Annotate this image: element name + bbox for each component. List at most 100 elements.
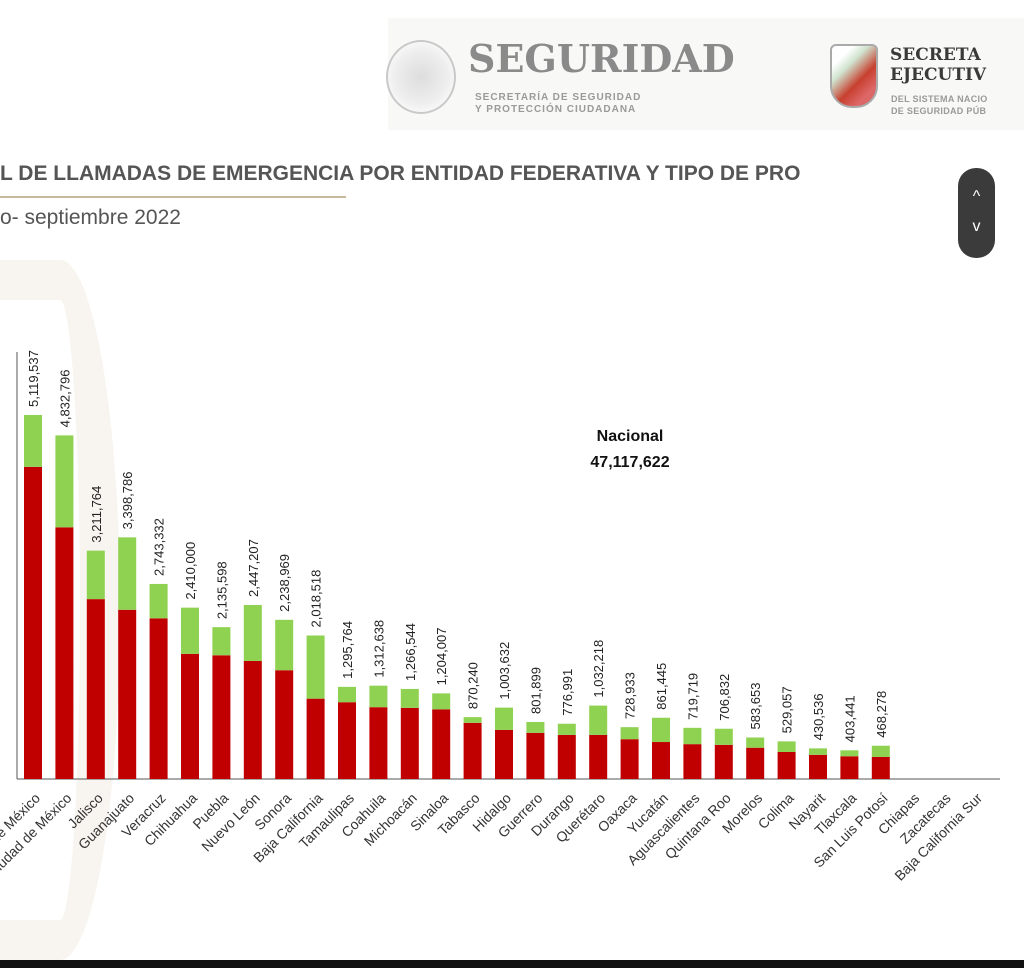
bar-segment-top xyxy=(840,750,859,757)
bar-segment-top xyxy=(495,707,513,730)
seguridad-subtitle-1: SECRETARÍA DE SEGURIDAD xyxy=(475,92,642,103)
bar-segment-top xyxy=(118,537,137,610)
bar-segment-top xyxy=(463,717,482,723)
bar-segment-top xyxy=(432,693,451,710)
bar-segment-top xyxy=(24,415,42,467)
chart-subtitle: o- septiembre 2022 xyxy=(0,206,181,229)
chart-title: L DE LLAMADAS DE EMERGENCIA POR ENTIDAD … xyxy=(0,162,801,185)
seguridad-logo-text: SEGURIDAD xyxy=(468,36,735,81)
national-seal-logo xyxy=(386,40,456,114)
bar-segment-base xyxy=(557,734,576,779)
bar-segment-base xyxy=(181,653,199,779)
bar-segment-base xyxy=(463,722,482,779)
bar-segment-top xyxy=(243,605,262,661)
value-label: 2,018,518 xyxy=(309,570,324,628)
bottom-bar xyxy=(0,960,1024,968)
bar-segment-top xyxy=(400,688,419,708)
value-label: 706,832 xyxy=(717,674,732,721)
bar-segment-top xyxy=(714,728,733,745)
bar-segment-base xyxy=(212,655,231,779)
value-label: 801,899 xyxy=(528,667,543,714)
bar-segment-top xyxy=(55,435,74,528)
value-label: 583,653 xyxy=(748,683,763,730)
bar-segment-base xyxy=(809,754,827,779)
bar-segment-base xyxy=(589,734,608,779)
bar-segment-top xyxy=(181,607,199,654)
bar-segment-base xyxy=(369,707,388,779)
value-label: 3,211,764 xyxy=(89,486,104,543)
bar-segment-base xyxy=(526,732,545,779)
bar-segment-base xyxy=(275,670,294,779)
nacional-value: 47,117,622 xyxy=(590,454,670,471)
scroll-down-button[interactable]: v xyxy=(972,218,981,235)
secretariado-title-2: EJECUTIV xyxy=(890,65,987,85)
bar-segment-top xyxy=(589,705,608,735)
bar-segment-base xyxy=(432,709,451,779)
bar-segment-top xyxy=(683,727,702,745)
value-label: 468,278 xyxy=(874,691,889,738)
bar-segment-base xyxy=(55,527,74,779)
secretariado-title-1: SECRETA xyxy=(890,45,981,65)
value-label: 861,445 xyxy=(654,663,669,710)
bar-segment-base xyxy=(400,707,419,779)
nacional-label: Nacional xyxy=(596,428,664,445)
value-label: 2,238,969 xyxy=(277,554,292,612)
bar-segment-top xyxy=(809,748,827,755)
value-label: 870,240 xyxy=(466,662,481,709)
bar-segment-top xyxy=(620,727,639,740)
bar-segment-base xyxy=(777,751,796,779)
bar-segment-top xyxy=(777,741,796,752)
bar-segment-base xyxy=(306,698,325,779)
value-label: 2,447,207 xyxy=(246,539,261,597)
bar-segment-top xyxy=(306,635,325,699)
value-label: 776,991 xyxy=(560,669,575,716)
bar-segment-base xyxy=(118,609,137,779)
bar-segment-top xyxy=(746,737,765,748)
value-label: 1,032,218 xyxy=(591,640,606,698)
bar-segment-base xyxy=(338,702,356,779)
bar-segment-top xyxy=(871,745,890,757)
bar-segment-top xyxy=(338,686,356,703)
bar-segment-top xyxy=(86,550,105,600)
value-label: 1,204,007 xyxy=(434,628,449,686)
value-label: 719,719 xyxy=(685,673,700,720)
value-label: 3,398,786 xyxy=(120,472,135,530)
bar-segment-base xyxy=(840,756,859,779)
bar-segment-base xyxy=(86,599,105,779)
value-label: 2,743,332 xyxy=(152,518,167,576)
bar-segment-top xyxy=(557,723,576,735)
value-label: 2,135,598 xyxy=(214,561,229,619)
value-label: 1,295,764 xyxy=(340,621,355,679)
logo-header xyxy=(388,18,1024,130)
title-divider xyxy=(0,196,346,198)
value-label: 5,119,537 xyxy=(26,350,41,407)
bar-segment-base xyxy=(652,742,670,779)
bar-segment-top xyxy=(275,619,294,671)
value-label: 430,536 xyxy=(811,693,826,740)
seguridad-subtitle-2: Y PROTECCIÓN CIUDADANA xyxy=(475,104,637,115)
bar-segment-top xyxy=(526,721,545,733)
value-label: 403,441 xyxy=(842,695,857,742)
secretariado-shield-logo xyxy=(830,44,878,108)
bar-segment-base xyxy=(495,729,513,779)
scroll-up-button[interactable]: ^ xyxy=(972,188,981,205)
bar-segment-base xyxy=(683,744,702,779)
bar-segment-base xyxy=(243,660,262,779)
value-label: 1,266,544 xyxy=(403,623,418,681)
bar-segment-base xyxy=(746,747,765,779)
bar-segment-base xyxy=(149,618,168,779)
bar-segment-base xyxy=(620,739,639,779)
bar-segment-top xyxy=(369,685,388,708)
bar-segment-base xyxy=(714,744,733,779)
bar-segment-base xyxy=(24,466,42,779)
value-label: 4,832,796 xyxy=(57,370,72,428)
bar-segment-top xyxy=(149,583,168,619)
slide-scroller: ^ v xyxy=(958,168,995,258)
secretariado-subtitle-2: DE SEGURIDAD PÚB xyxy=(891,106,987,116)
value-label: 1,003,632 xyxy=(497,642,512,700)
bar-segment-top xyxy=(652,717,670,743)
value-label: 529,057 xyxy=(780,686,795,733)
bar-segment-top xyxy=(212,627,231,656)
secretariado-subtitle-1: DEL SISTEMA NACIO xyxy=(891,94,988,104)
